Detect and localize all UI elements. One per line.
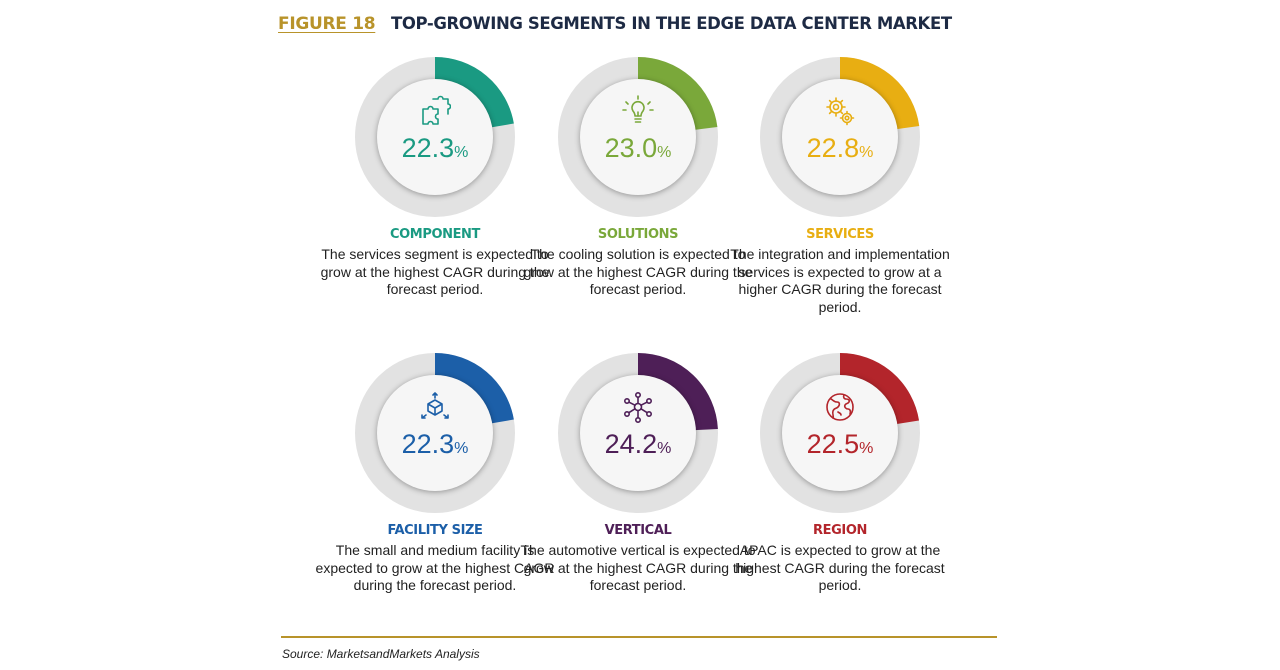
cagr-number: 22.5 bbox=[806, 429, 860, 459]
segment-description: The automotive vertical is expected to g… bbox=[520, 542, 756, 593]
lightbulb-icon bbox=[622, 95, 654, 127]
segment-description: The services segment is expected to grow… bbox=[320, 246, 550, 297]
donut-services: 22.8% bbox=[760, 57, 920, 217]
donut-center bbox=[782, 79, 898, 195]
cagr-percent-sign: % bbox=[454, 440, 469, 457]
segment-name: SOLUTIONS bbox=[597, 227, 679, 242]
cagr-number: 23.0 bbox=[604, 133, 658, 163]
gears-icon bbox=[824, 95, 856, 127]
donut-arc bbox=[434, 353, 514, 425]
segment-name: FACILITY SIZE bbox=[387, 523, 483, 538]
figure-label: FIGURE 18 bbox=[278, 14, 376, 34]
cagr-value: 22.3% bbox=[355, 133, 515, 168]
cagr-percent-sign: % bbox=[859, 144, 874, 161]
source-note: Source: MarketsandMarkets Analysis bbox=[282, 647, 480, 661]
globe-icon bbox=[824, 391, 856, 423]
segment-name: COMPONENT bbox=[389, 227, 480, 242]
segment-name: VERTICAL bbox=[604, 523, 672, 538]
donut-ring bbox=[558, 353, 718, 513]
cagr-value: 24.2% bbox=[558, 429, 718, 464]
donut-solutions: 23.0% bbox=[558, 57, 718, 217]
segment-name: REGION bbox=[813, 523, 867, 538]
cagr-number: 22.3 bbox=[401, 429, 455, 459]
segment-description: The small and medium facility is expecte… bbox=[315, 542, 555, 593]
donut-ring bbox=[558, 57, 718, 217]
donut-ring bbox=[760, 353, 920, 513]
cagr-number: 24.2 bbox=[604, 429, 658, 459]
segment-description: The integration and implementation servi… bbox=[730, 246, 950, 315]
donut-center bbox=[580, 375, 696, 491]
donut-facility-size: 22.3% bbox=[355, 353, 515, 513]
cagr-value: 23.0% bbox=[558, 133, 718, 168]
puzzle-icon bbox=[419, 95, 451, 127]
donut-ring bbox=[355, 57, 515, 217]
cagr-value: 22.5% bbox=[760, 429, 920, 464]
segment-name: SERVICES bbox=[806, 227, 874, 242]
cagr-percent-sign: % bbox=[454, 144, 469, 161]
donut-arc bbox=[839, 57, 920, 131]
donut-ring bbox=[760, 57, 920, 217]
donut-component: 22.3% bbox=[355, 57, 515, 217]
cagr-value: 22.3% bbox=[355, 429, 515, 464]
donut-ring bbox=[355, 353, 515, 513]
donut-vertical: 24.2% bbox=[558, 353, 718, 513]
cagr-percent-sign: % bbox=[859, 440, 874, 457]
segment-description: APAC is expected to grow at the highest … bbox=[735, 542, 945, 593]
source-divider bbox=[281, 636, 997, 638]
cagr-percent-sign: % bbox=[657, 144, 672, 161]
figure-title: TOP-GROWING SEGMENTS IN THE EDGE DATA CE… bbox=[391, 14, 952, 33]
network-icon bbox=[622, 391, 654, 423]
cagr-number: 22.3 bbox=[401, 133, 455, 163]
donut-arc bbox=[637, 353, 718, 432]
cagr-percent-sign: % bbox=[657, 440, 672, 457]
donut-arc bbox=[637, 57, 718, 132]
cagr-value: 22.8% bbox=[760, 133, 920, 168]
donut-arc bbox=[434, 57, 514, 129]
cube-icon bbox=[419, 391, 451, 423]
donut-arc bbox=[839, 353, 920, 426]
cagr-number: 22.8 bbox=[806, 133, 860, 163]
segment-description: The cooling solution is expected to grow… bbox=[523, 246, 753, 297]
donut-region: 22.5% bbox=[760, 353, 920, 513]
